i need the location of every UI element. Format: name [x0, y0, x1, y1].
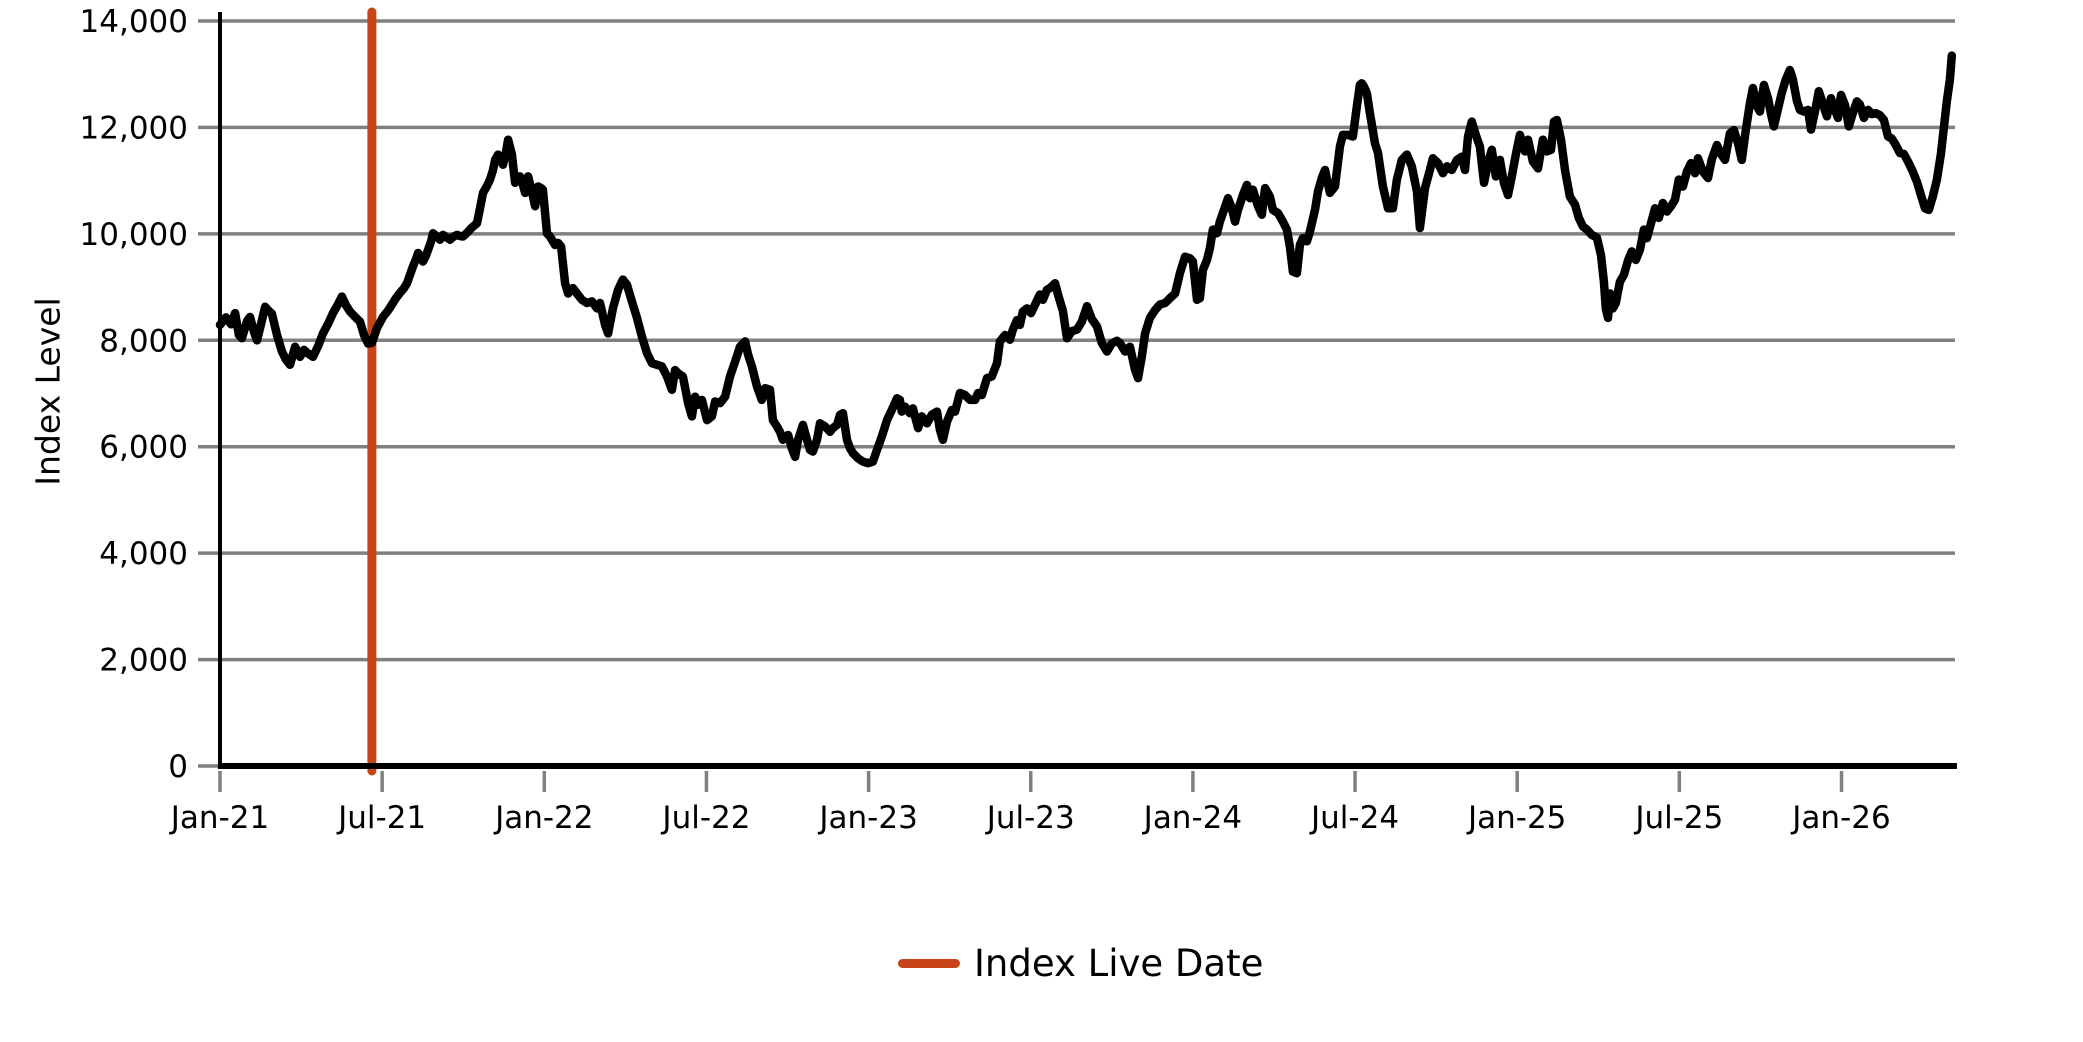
x-tick-label: Jul-23	[985, 800, 1075, 836]
y-axis-title: Index Level	[28, 297, 68, 486]
y-tick-label: 8,000	[99, 323, 188, 359]
x-tick-label: Jan-21	[169, 800, 269, 836]
y-tick-label: 14,000	[80, 4, 188, 40]
x-tick-label: Jul-22	[660, 800, 750, 836]
x-tick-label: Jul-21	[336, 800, 426, 836]
y-tick-label: 4,000	[99, 536, 188, 572]
x-tick-label: Jan-26	[1790, 800, 1890, 836]
x-tick-label: Jul-25	[1633, 800, 1723, 836]
legend: Index Live Date	[898, 942, 1263, 985]
x-tick-label: Jan-24	[1142, 800, 1242, 836]
legend-line-swatch	[898, 959, 960, 968]
y-tick-label: 12,000	[80, 110, 188, 146]
series-line	[215, 51, 1957, 468]
x-tick-label: Jan-25	[1466, 800, 1566, 836]
legend-label: Index Live Date	[974, 942, 1264, 985]
y-tick-label: 10,000	[80, 217, 188, 253]
x-tick-label: Jul-24	[1309, 800, 1399, 836]
y-tick-label: 6,000	[99, 430, 188, 466]
x-tick-label: Jan-23	[817, 800, 917, 836]
y-tick-label: 2,000	[99, 643, 188, 679]
x-tick-label: Jan-22	[493, 800, 593, 836]
y-tick-label: 0	[168, 749, 188, 785]
